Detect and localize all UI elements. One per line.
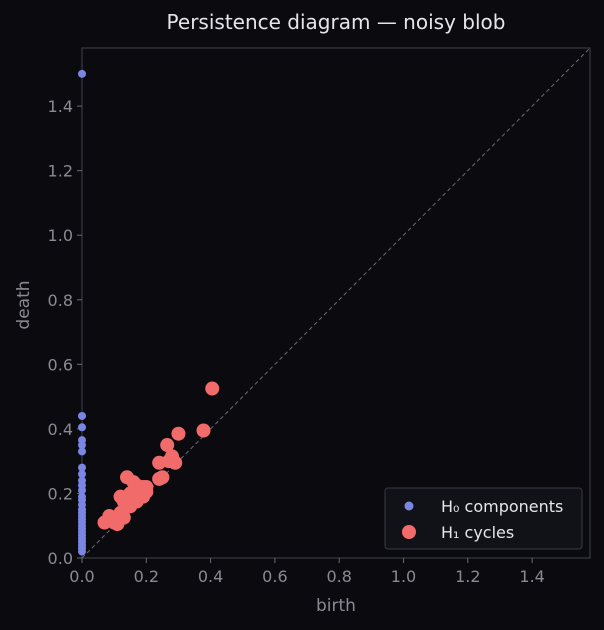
legend-box [384, 487, 583, 550]
plot-area [81, 47, 591, 559]
y-tick-label: 0.4 [48, 420, 73, 439]
h0-point [78, 547, 86, 556]
h0-point [78, 470, 86, 479]
h0-point [78, 447, 86, 456]
y-tick-label: 1.0 [48, 226, 73, 245]
y-tick-label: 0.6 [48, 355, 73, 374]
h1-point [155, 470, 170, 485]
h1-point [205, 381, 220, 396]
legend: H₀ components H₁ cycles [384, 487, 583, 550]
h0-point [78, 423, 86, 432]
h1-point [97, 515, 112, 530]
legend-label-h0: H₀ components [441, 497, 563, 516]
y-tick-label: 1.2 [48, 162, 73, 181]
x-axis-label: birth [316, 596, 356, 616]
h0-point [78, 441, 86, 450]
x-tick-label: 1.4 [519, 567, 544, 586]
h1-point [171, 426, 186, 441]
h1-point [168, 455, 183, 470]
legend-marker-h0 [404, 501, 414, 511]
y-tick-label: 0.0 [48, 549, 73, 568]
h1-point [152, 455, 167, 470]
x-tick-label: 1.2 [455, 567, 480, 586]
h0-point [78, 463, 86, 472]
x-tick-label: 1.0 [391, 567, 416, 586]
y-tick-label: 1.4 [48, 97, 73, 116]
h1-point [196, 423, 211, 438]
x-tick-label: 0.0 [69, 567, 94, 586]
x-tick-label: 0.2 [134, 567, 159, 586]
y-axis-label: death [14, 280, 34, 329]
h0-point [78, 411, 86, 420]
chart-title: Persistence diagram — noisy blob [167, 10, 506, 34]
h0-point [78, 486, 86, 495]
x-tick-label: 0.4 [198, 567, 223, 586]
y-tick-label: 0.8 [48, 291, 73, 310]
legend-label-h1: H₁ cycles [441, 523, 514, 542]
x-tick-label: 0.6 [262, 567, 287, 586]
h1-point [160, 438, 175, 453]
h1-point [110, 517, 125, 532]
h0-point [78, 69, 86, 78]
x-tick-label: 0.8 [326, 567, 351, 586]
legend-marker-h1 [402, 525, 416, 539]
y-tick-label: 0.2 [48, 484, 73, 503]
